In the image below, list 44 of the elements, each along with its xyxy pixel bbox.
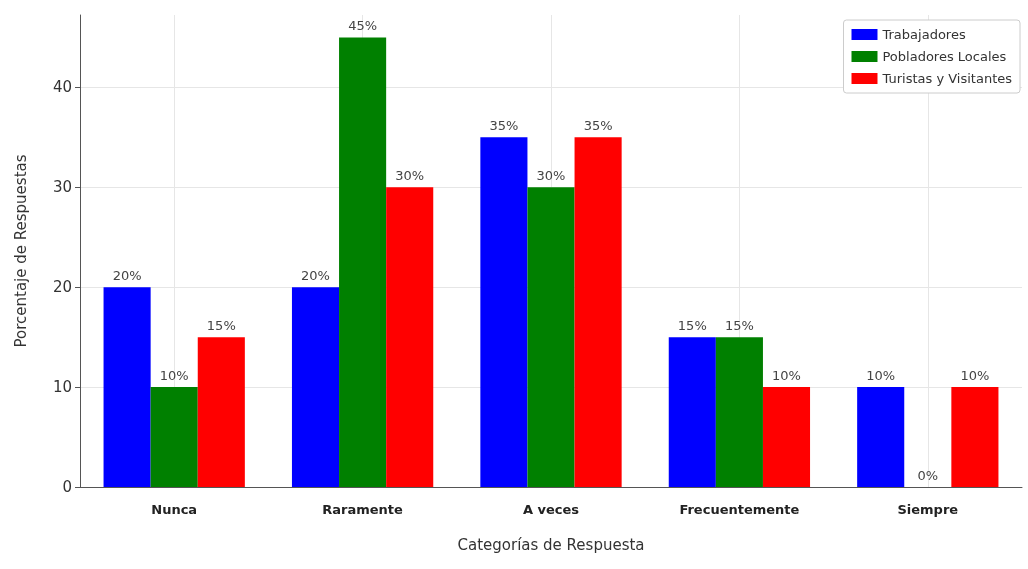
bar xyxy=(339,37,387,487)
y-tick-label: 10 xyxy=(52,378,72,397)
y-tick-label: 20 xyxy=(52,278,72,297)
bar xyxy=(715,337,763,487)
data-label: 30% xyxy=(536,168,566,184)
x-tick-label: A veces xyxy=(522,502,580,517)
x-tick-label: Nunca xyxy=(151,502,198,517)
bar xyxy=(951,387,999,487)
data-label: 10% xyxy=(960,368,990,384)
bar xyxy=(527,187,575,487)
bar xyxy=(197,337,245,487)
legend-label: Trabajadores xyxy=(881,27,966,42)
x-axis-title: Categorías de Respuesta xyxy=(457,535,645,554)
x-tick-label: Frecuentemente xyxy=(679,502,800,517)
data-label: 35% xyxy=(583,118,613,134)
data-label: 30% xyxy=(395,168,425,184)
y-tick-label: 40 xyxy=(52,78,72,97)
data-label: 15% xyxy=(724,318,754,334)
data-label: 10% xyxy=(772,368,801,384)
legend-label: Turistas y Visitantes xyxy=(881,71,1013,86)
bar xyxy=(103,287,151,487)
bar xyxy=(762,387,811,487)
bar xyxy=(291,287,340,487)
y-tick-label: 30 xyxy=(52,178,72,197)
data-label: 45% xyxy=(348,18,378,34)
data-label: 10% xyxy=(866,368,896,384)
data-label: 35% xyxy=(489,118,519,134)
bar xyxy=(150,387,198,487)
legend-label: Pobladores Locales xyxy=(882,49,1007,64)
bar xyxy=(857,387,905,487)
data-label: 20% xyxy=(301,268,330,284)
bar xyxy=(386,187,434,487)
bar xyxy=(480,137,528,487)
x-tick-label: Raramente xyxy=(322,502,404,517)
data-label: 20% xyxy=(112,268,142,284)
y-tick-label: 0 xyxy=(62,478,72,496)
y-axis-title: Porcentaje de Respuestas xyxy=(11,154,30,348)
data-label: 0% xyxy=(917,468,939,483)
data-label: 15% xyxy=(677,318,707,334)
bar xyxy=(574,137,622,487)
data-label: 15% xyxy=(206,318,236,334)
x-tick-label: Siempre xyxy=(897,502,959,517)
data-label: 10% xyxy=(159,368,189,384)
bar xyxy=(668,337,716,487)
